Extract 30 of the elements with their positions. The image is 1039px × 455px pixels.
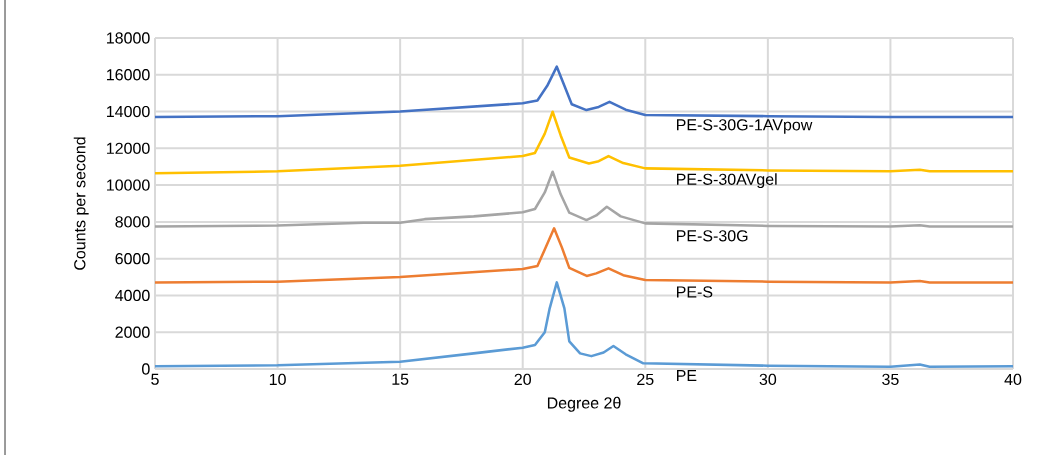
y-axis-title: Counts per second <box>73 137 89 270</box>
x-tick-label: 10 <box>269 373 286 386</box>
y-tick-label: 16000 <box>107 69 150 81</box>
series-label: PE-S-30G <box>677 230 748 242</box>
x-axis-title: Degree 2θ <box>547 396 621 412</box>
y-tick-label: 6000 <box>115 253 150 265</box>
series-label: PE-S-30AVgel <box>677 173 777 189</box>
series-label: PE-S <box>677 286 713 298</box>
line-series <box>153 170 1015 228</box>
line-series <box>153 65 1015 119</box>
x-tick-label: 5 <box>151 373 159 385</box>
y-tick-label: 10000 <box>107 179 150 191</box>
line-series <box>153 110 1015 175</box>
y-tick-label: 2000 <box>115 326 150 338</box>
line-series <box>153 227 1015 284</box>
series-label: PE <box>677 370 697 382</box>
x-tick-label: 35 <box>882 373 899 386</box>
y-tick-label: 14000 <box>107 105 150 118</box>
y-tick-label: 18000 <box>107 32 150 44</box>
y-tick-label: 0 <box>142 363 150 375</box>
x-tick-label: 25 <box>637 373 654 386</box>
y-tick-label: 12000 <box>107 142 150 154</box>
x-tick-label: 15 <box>392 373 409 385</box>
line-series <box>153 281 1015 369</box>
x-tick-label: 40 <box>1004 373 1022 386</box>
y-tick-label: 8000 <box>115 216 150 228</box>
series-label: PE-S-30G-1AVpow <box>677 119 813 134</box>
x-tick-label: 20 <box>514 373 531 386</box>
y-tick-label: 4000 <box>115 289 150 302</box>
x-tick-label: 30 <box>759 373 777 386</box>
